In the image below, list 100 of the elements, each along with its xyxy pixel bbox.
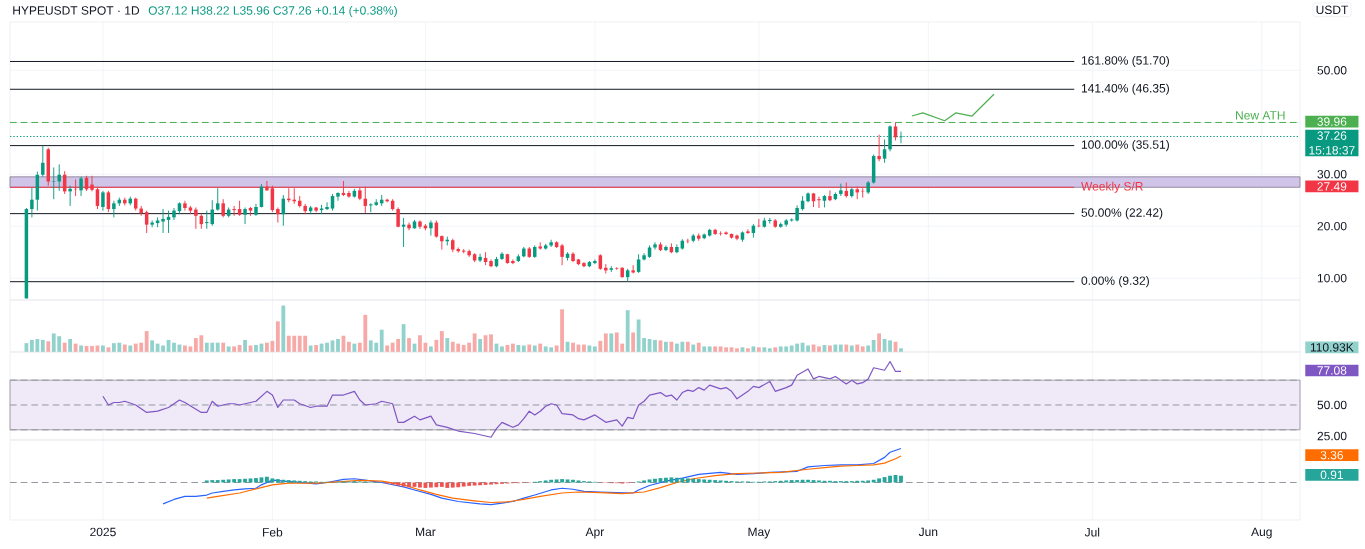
bar xyxy=(439,331,444,352)
bar xyxy=(532,345,537,352)
bar xyxy=(243,339,247,352)
candlestick xyxy=(839,183,843,197)
ref-line-label: 50.00% (22.42) xyxy=(1081,208,1163,220)
candlestick xyxy=(30,187,34,218)
x-tick-label: Mar xyxy=(416,527,436,537)
candlestick xyxy=(653,241,657,251)
line-series xyxy=(102,360,902,438)
ref-line-label: 141.40% (46.35) xyxy=(1081,83,1169,95)
bar xyxy=(877,333,882,352)
bar xyxy=(817,480,821,483)
candlestick xyxy=(221,198,225,218)
bar xyxy=(407,482,411,488)
bar xyxy=(232,346,237,352)
text: 77.08 xyxy=(1317,366,1347,375)
candlestick xyxy=(882,138,887,164)
x-tick-label: Jun xyxy=(918,527,938,537)
candlestick xyxy=(418,220,422,230)
bar xyxy=(226,346,231,352)
ref-line-label: 161.80% (51.70) xyxy=(1081,55,1169,68)
bar xyxy=(254,478,258,483)
bar xyxy=(664,341,668,352)
bar xyxy=(521,345,526,352)
bar xyxy=(308,345,313,352)
y-axis-title: USDT xyxy=(1316,5,1349,15)
candlestick xyxy=(215,187,220,212)
bar xyxy=(707,346,712,352)
candlestick xyxy=(664,244,668,252)
bar xyxy=(418,335,422,352)
candlestick xyxy=(817,196,821,209)
bar xyxy=(434,339,439,352)
bar xyxy=(849,345,854,352)
bar xyxy=(385,345,390,352)
bar xyxy=(489,482,493,485)
bar xyxy=(472,333,477,352)
bar xyxy=(144,331,149,352)
candlestick xyxy=(768,217,772,225)
bar xyxy=(336,338,340,352)
ref-line-label: New ATH xyxy=(1236,111,1285,120)
bar xyxy=(592,346,597,352)
bar xyxy=(609,333,614,352)
bar xyxy=(598,340,603,352)
y-tick-label: 50.00 xyxy=(1317,400,1347,410)
bar xyxy=(46,341,51,352)
text: 0.91 xyxy=(1320,470,1343,480)
candlestick xyxy=(150,220,154,228)
x-tick-label: Aug xyxy=(1251,527,1272,539)
candlestick xyxy=(205,210,209,230)
bar xyxy=(888,475,892,483)
bar xyxy=(445,338,450,352)
candlestick xyxy=(407,222,411,231)
candlestick xyxy=(631,264,635,274)
bar xyxy=(500,346,504,352)
candlestick xyxy=(724,230,728,236)
bar xyxy=(489,334,493,352)
candlestick xyxy=(161,208,165,234)
bar xyxy=(631,332,636,352)
text: 37.26 15:18:37 xyxy=(1309,131,1355,155)
bar xyxy=(817,346,821,352)
bar xyxy=(346,341,351,352)
x-tick-label: Feb xyxy=(263,527,283,537)
text: 110.93K xyxy=(1310,343,1354,352)
bar xyxy=(702,346,707,352)
bar xyxy=(150,340,155,352)
candlestick xyxy=(336,191,340,202)
candlestick xyxy=(347,190,351,199)
bar xyxy=(888,340,892,352)
bar xyxy=(428,346,433,352)
bar xyxy=(379,329,384,352)
bar xyxy=(899,475,903,483)
candlestick xyxy=(511,258,515,265)
x-tick-label: Jul xyxy=(1084,527,1100,537)
text: 3.36 xyxy=(1320,450,1344,460)
bar xyxy=(828,345,832,352)
y-tick-label: 50.00 xyxy=(1317,66,1347,75)
candlestick xyxy=(828,189,832,202)
candlestick xyxy=(79,176,83,197)
y-tick-label: 30.00 xyxy=(1317,169,1347,179)
bar xyxy=(603,333,608,352)
bar xyxy=(275,321,280,352)
chart-title: HYPEUSDT SPOT · 1D xyxy=(13,6,140,15)
bar xyxy=(483,482,488,485)
candlestick xyxy=(243,207,247,225)
text: 39.96 xyxy=(1317,117,1347,126)
bar xyxy=(478,338,483,352)
candlestick xyxy=(877,134,881,162)
bar xyxy=(40,339,45,352)
bar xyxy=(407,338,411,352)
bar xyxy=(68,338,73,352)
x-tick-label: 2025 xyxy=(90,527,116,537)
candlestick xyxy=(718,230,723,237)
bar xyxy=(860,346,865,352)
candlestick xyxy=(232,205,236,217)
candlestick xyxy=(101,190,105,212)
bar xyxy=(128,345,133,352)
chart-subtitle: O37.12 H38.22 L35.96 C37.26 +0.14 (+0.38%) xyxy=(148,5,397,18)
bar xyxy=(401,482,406,487)
candlestick xyxy=(41,145,45,178)
candlestick xyxy=(57,163,61,192)
